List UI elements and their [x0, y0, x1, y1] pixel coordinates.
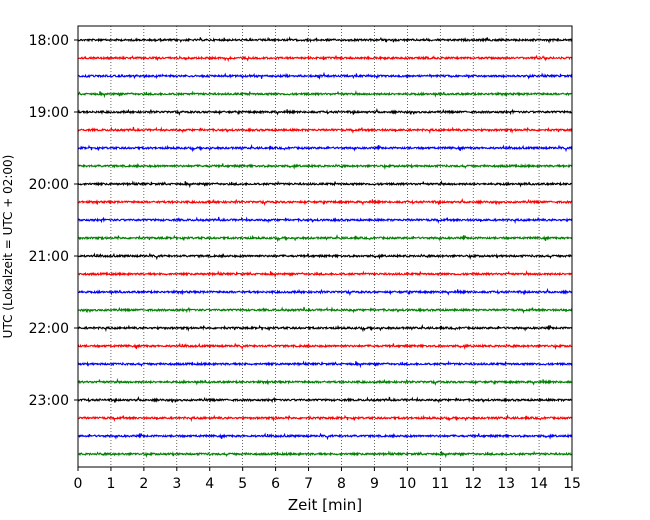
y-tick-label-2: 20:00 [29, 177, 69, 193]
trace-1945 [77, 163, 573, 170]
x-tick-label-4: 4 [205, 476, 214, 492]
trace-2000 [77, 180, 573, 189]
trace-1830 [77, 71, 573, 80]
trace-1815 [77, 54, 573, 63]
y-axis-label: UTC (Lokalzeit = UTC + 02:00) [1, 155, 15, 339]
x-tick-label-15: 15 [563, 476, 581, 492]
x-tick-label-6: 6 [271, 476, 280, 492]
trace-1900 [77, 108, 573, 116]
x-tick-label-3: 3 [172, 476, 181, 492]
trace-2200 [77, 323, 573, 333]
trace-2245 [77, 378, 573, 386]
x-tick-label-11: 11 [431, 476, 449, 492]
trace-1845 [77, 90, 573, 99]
trace-2015 [77, 198, 573, 206]
trace-2330 [77, 432, 573, 441]
x-tick-label-2: 2 [139, 476, 148, 492]
trace-2230 [77, 360, 573, 369]
x-tick-label-9: 9 [370, 476, 379, 492]
x-tick-label-10: 10 [398, 476, 416, 492]
x-tick-label-5: 5 [238, 476, 247, 492]
trace-2045 [77, 233, 573, 243]
trace-lines [77, 36, 573, 459]
trace-2300 [77, 396, 573, 404]
trace-2130 [77, 287, 573, 297]
x-axis-ticks: 0 1 2 3 4 5 6 7 8 9 10 11 12 13 14 15 [74, 467, 581, 492]
y-axis-ticks: 18:00 19:00 20:00 21:00 22:00 23:00 [29, 33, 78, 409]
trace-1915 [77, 126, 573, 135]
y-tick-label-1: 19:00 [29, 105, 69, 121]
trace-2100 [77, 252, 573, 261]
x-tick-label-1: 1 [106, 476, 115, 492]
x-tick-label-13: 13 [497, 476, 515, 492]
x-axis-label: Zeit [min] [288, 496, 362, 514]
x-tick-label-12: 12 [464, 476, 482, 492]
x-tick-label-7: 7 [304, 476, 313, 492]
trace-2115 [77, 270, 573, 279]
y-tick-label-4: 22:00 [29, 321, 69, 337]
y-tick-label-3: 21:00 [29, 249, 69, 265]
x-tick-label-0: 0 [74, 476, 83, 492]
trace-2215 [77, 342, 573, 351]
trace-1930 [77, 143, 573, 153]
x-tick-label-14: 14 [530, 476, 548, 492]
trace-1800 [77, 36, 573, 44]
trace-2345 [77, 450, 573, 459]
y-tick-label-0: 18:00 [29, 33, 69, 49]
y-tick-label-5: 23:00 [29, 393, 69, 409]
x-tick-label-8: 8 [337, 476, 346, 492]
trace-2315 [77, 413, 573, 423]
trace-2145 [77, 306, 573, 314]
trace-2030 [77, 216, 573, 225]
plot-frame [77, 25, 573, 468]
